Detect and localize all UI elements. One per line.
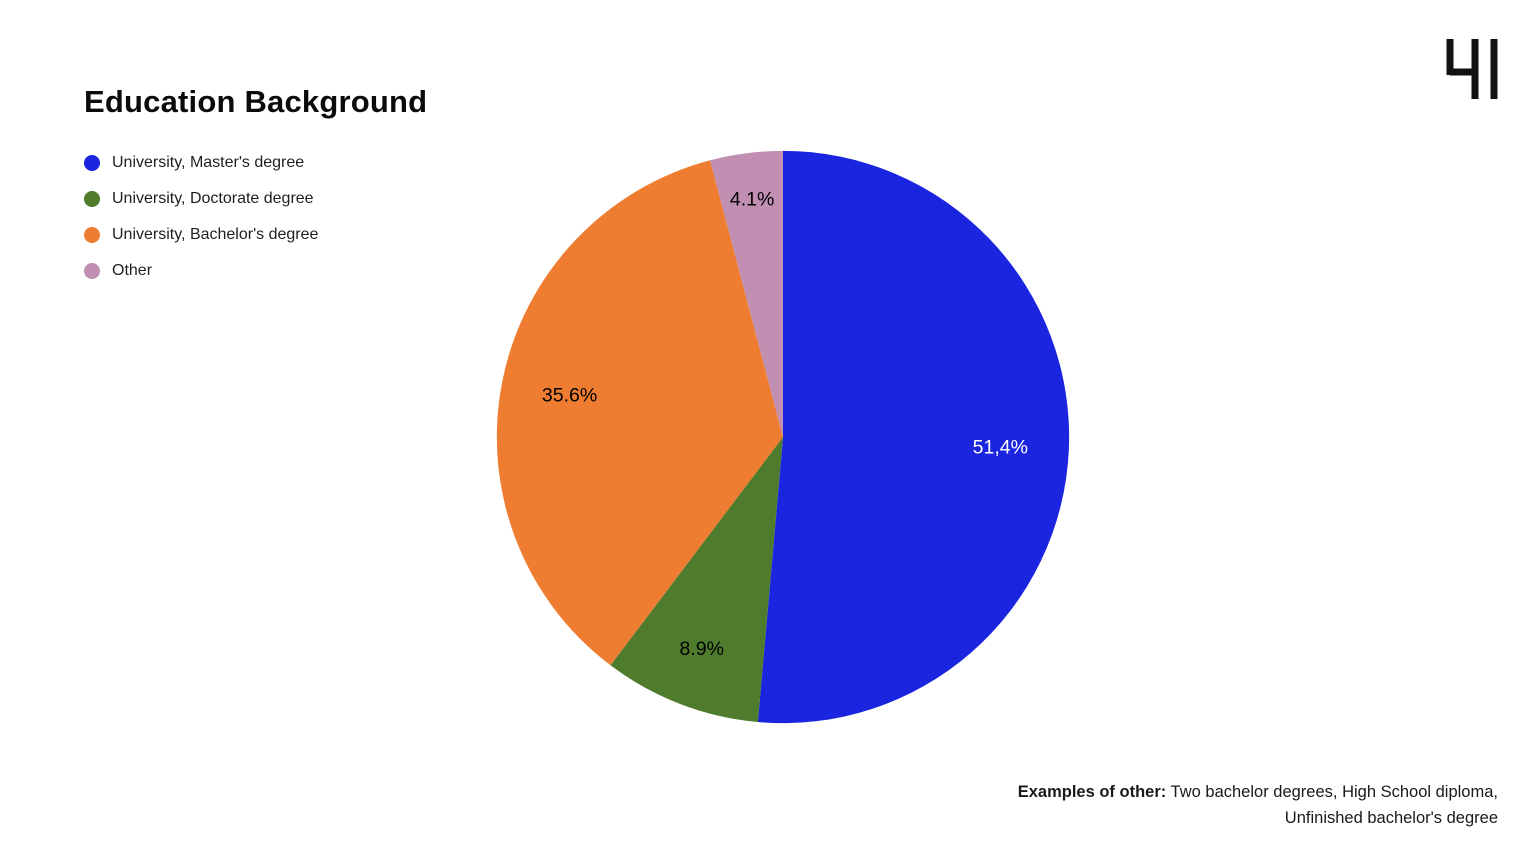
pie-slice-2: [496, 160, 783, 666]
pie-slice-0: [757, 150, 1070, 724]
legend-item: Other: [84, 253, 318, 289]
legend-item: University, Bachelor's degree: [84, 217, 318, 253]
footnote-text: Two bachelor degrees, High School diplom…: [1166, 783, 1498, 827]
legend-item: University, Master's degree: [84, 145, 318, 181]
footnote: Examples of other: Two bachelor degrees,…: [953, 779, 1498, 831]
footnote-lead: Examples of other:: [1017, 783, 1167, 801]
legend-label: University, Master's degree: [112, 154, 305, 171]
h-logo-icon: [1446, 39, 1498, 99]
legend-color-dot: [84, 191, 100, 207]
company-logo: [1444, 38, 1500, 100]
slice-value-label: 8.9%: [679, 638, 723, 660]
slice-value-label: 4.1%: [730, 188, 774, 210]
pie-slice-3: [710, 150, 783, 437]
legend-label: University, Bachelor's degree: [112, 226, 319, 243]
pie-slice-1: [610, 437, 783, 723]
legend-item: University, Doctorate degree: [84, 181, 318, 217]
pie-chart: 51,4% 8.9% 35.6% 4.1%: [490, 144, 1076, 730]
legend-color-dot: [84, 155, 100, 171]
slice-value-label: 51,4%: [973, 436, 1028, 458]
legend-color-dot: [84, 263, 100, 279]
legend-label: University, Doctorate degree: [112, 190, 314, 207]
legend-label: Other: [112, 262, 153, 279]
slice-value-label: 35.6%: [542, 385, 597, 407]
pie-svg: 51,4% 8.9% 35.6% 4.1%: [496, 150, 1070, 724]
legend-color-dot: [84, 227, 100, 243]
chart-title: Education Background: [84, 84, 428, 119]
legend: University, Master's degree University, D…: [84, 145, 318, 289]
